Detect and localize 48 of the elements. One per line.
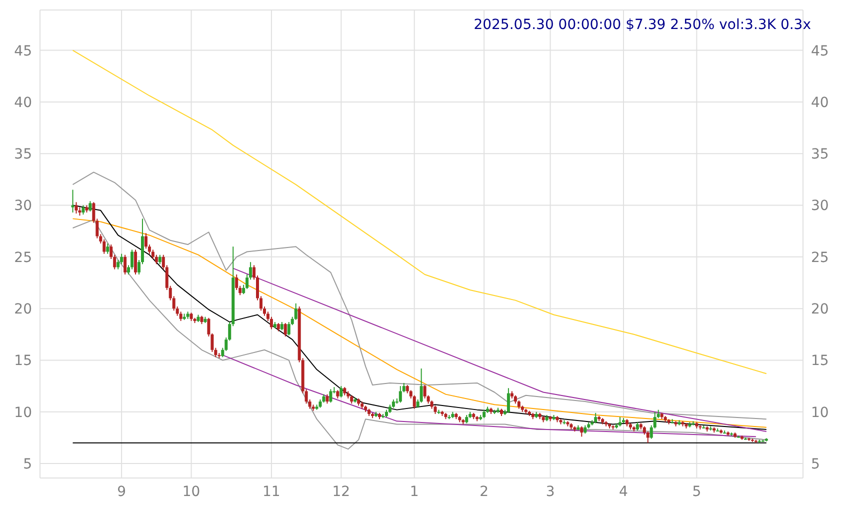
x-tick-label: 4: [619, 484, 628, 500]
y2-tick-label: 45: [811, 43, 829, 60]
y2-tick-label: 30: [811, 198, 829, 214]
x-tick-label: 3: [546, 484, 555, 500]
x-tick-label: 10: [182, 484, 200, 500]
candlestick: [88, 200, 92, 212]
y2-tick-label: 25: [811, 250, 829, 266]
candlestick: [594, 412, 598, 424]
line-series: [72, 50, 767, 374]
y-tick-label: 15: [14, 353, 32, 370]
candlestick: [329, 388, 332, 404]
y2-tick-label: 5: [811, 456, 820, 473]
x-tick-label: 1: [410, 484, 419, 500]
x-tick-label: 12: [332, 484, 350, 500]
x-tick-label: 9: [117, 484, 126, 500]
y-tick-label: 35: [14, 146, 32, 163]
candlestick: [134, 249, 138, 275]
candlestick: [82, 204, 85, 216]
candlestick: [284, 322, 287, 337]
y2-tick-label: 35: [811, 146, 829, 163]
y2-tick-label: 40: [811, 94, 829, 111]
y-tick-label: 5: [23, 456, 32, 473]
candlestick: [580, 426, 584, 438]
candlestick: [340, 386, 343, 398]
text: 2025.05.30 00:00:00 $7.39 2.50% vol:3.3K 0.3x: [474, 17, 811, 33]
candlestick: [420, 368, 423, 404]
x-tick-label: 2: [480, 484, 489, 500]
candlestick: [618, 416, 622, 427]
y-tick-label: 45: [14, 43, 32, 60]
y-tick-label: 30: [14, 198, 32, 214]
y-tick-label: 20: [14, 302, 32, 318]
candlestick: [106, 242, 110, 254]
y-tick-label: 10: [14, 404, 32, 421]
line-series: [72, 172, 767, 420]
y2-tick-label: 20: [811, 302, 829, 318]
candlestick: [71, 189, 74, 213]
y2-tick-label: 10: [811, 404, 829, 421]
y2-tick-label: 15: [811, 353, 829, 370]
candlestick: [124, 254, 127, 275]
y-tick-label: 40: [14, 94, 32, 111]
candlestick: [506, 388, 510, 414]
candlestick: [326, 394, 329, 404]
x-tick-label: 5: [692, 484, 702, 500]
y-tick-label: 25: [14, 250, 32, 266]
x-tick-label: 11: [262, 484, 280, 500]
candlestick: [74, 202, 78, 214]
candlestick: [158, 254, 162, 265]
candlestick: [398, 386, 402, 404]
